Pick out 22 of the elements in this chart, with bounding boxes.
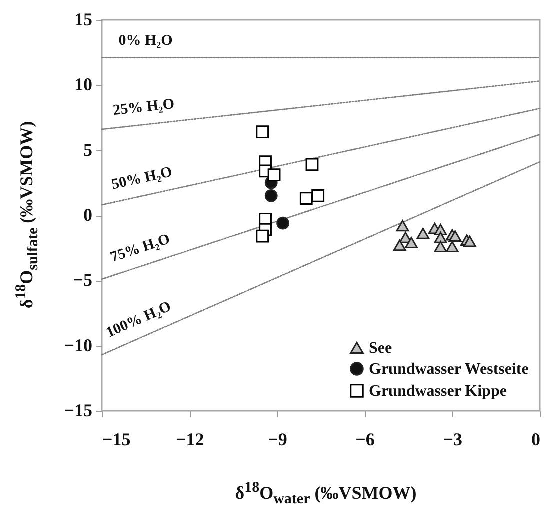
- y-tick-label: −10: [64, 335, 92, 356]
- x-tick-label: −6: [356, 430, 375, 450]
- x-tick-label: −15: [102, 430, 131, 450]
- text: 100% H₂O: [104, 298, 174, 342]
- y-tick-label: 0: [84, 205, 92, 225]
- legend-label: See: [369, 340, 392, 357]
- x-tick-label: −3: [443, 430, 463, 450]
- legend-label: Grundwasser Westseite: [369, 361, 529, 378]
- y-tick-label: 5: [84, 140, 92, 160]
- text: 75% H₂O: [108, 232, 172, 266]
- text: 50% H₂O: [110, 164, 174, 194]
- y-tick-label: −15: [64, 400, 92, 420]
- series-label: 0% H₂O: [118, 32, 173, 49]
- x-tick-label: 0: [532, 430, 540, 450]
- text: 25% H₂O: [112, 96, 176, 120]
- x-axis-title: δ$^{18}$O$_{water}$ (‰VSMOW): [235, 480, 417, 509]
- y-tick-label: −5: [73, 270, 92, 290]
- x-tick-label: −9: [268, 430, 288, 450]
- x-tick-label: −12: [176, 430, 204, 450]
- y-tick-label: 10: [74, 74, 92, 95]
- legend-label: Grundwasser Kippe: [369, 383, 507, 400]
- y-tick-label: 15: [74, 10, 92, 30]
